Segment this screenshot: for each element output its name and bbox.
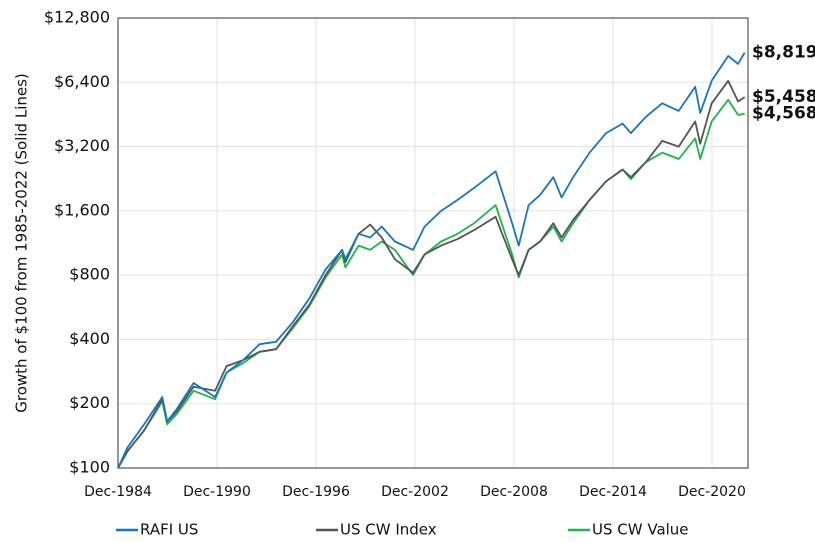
y-tick-label: $200 bbox=[69, 393, 110, 412]
end-label: $8,819 bbox=[752, 43, 815, 63]
x-tick-label: Dec-1990 bbox=[183, 484, 251, 500]
x-tick-label: Dec-2020 bbox=[678, 484, 746, 500]
x-tick-label: Dec-1996 bbox=[282, 484, 350, 500]
y-axis-label: Growth of $100 from 1985-2022 (Solid Lin… bbox=[13, 73, 31, 413]
y-tick-label: $400 bbox=[69, 329, 110, 348]
x-tick-label: Dec-2008 bbox=[480, 484, 548, 500]
legend-label: US CW Index bbox=[340, 521, 437, 539]
plot-border bbox=[117, 17, 749, 469]
y-tick-label: $12,800 bbox=[44, 8, 110, 27]
y-tick-label: $1,600 bbox=[54, 200, 110, 219]
y-tick-label: $3,200 bbox=[54, 136, 110, 155]
legend-label: RAFI US bbox=[140, 521, 198, 539]
end-label: $5,458 bbox=[752, 87, 815, 107]
series-line bbox=[117, 79, 746, 469]
x-tick-label: Dec-1984 bbox=[84, 484, 152, 500]
series-line bbox=[117, 52, 746, 469]
y-tick-label: $6,400 bbox=[54, 72, 110, 91]
x-tick-label: Dec-2002 bbox=[381, 484, 449, 500]
x-tick-label: Dec-2014 bbox=[579, 484, 647, 500]
end-label: $4,568 bbox=[752, 104, 815, 124]
legend-label: US CW Value bbox=[592, 521, 689, 539]
y-tick-label: $100 bbox=[69, 458, 110, 477]
y-tick-label: $800 bbox=[69, 265, 110, 284]
